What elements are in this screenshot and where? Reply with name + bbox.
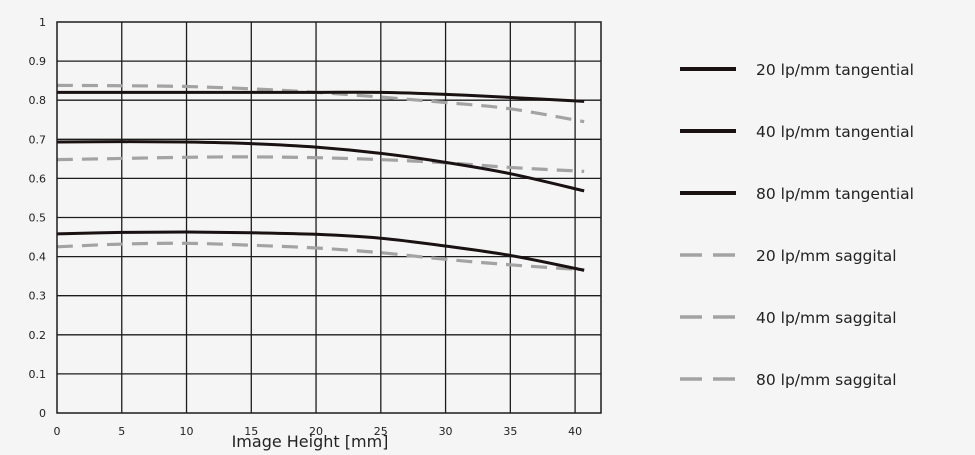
x-tick-label: 10: [180, 425, 194, 438]
x-tick-label: 30: [439, 425, 453, 438]
tick-labels: 00.10.20.30.40.50.60.70.80.910 5 10 15 20 25 3…: [29, 16, 583, 438]
series-line-2: [57, 142, 584, 191]
grid: [57, 22, 601, 413]
y-tick-label: 0.4: [29, 251, 47, 264]
x-tick-label: 0: [54, 425, 61, 438]
y-tick-label: 0.3: [29, 290, 47, 303]
legend-label: 80 lp/mm tangential: [756, 185, 914, 203]
legend: 20 lp/mm tangential 40 lp/mm tangential 80…: [680, 61, 914, 389]
legend-item-3: 80 lp/mm tangential: [680, 185, 914, 203]
series-line-4: [57, 85, 584, 121]
legend-item-5: 40 lp/mm saggital: [680, 309, 897, 327]
legend-item-2: 40 lp/mm tangential: [680, 123, 914, 141]
y-tick-label: 0.6: [29, 172, 47, 185]
y-tick-label: 0.9: [29, 55, 47, 68]
series-line-5: [57, 157, 584, 171]
y-tick-label: 0.1: [29, 368, 47, 381]
legend-label: 80 lp/mm saggital: [756, 371, 897, 389]
legend-item-4: 20 lp/mm saggital: [680, 247, 897, 265]
legend-label: 40 lp/mm tangential: [756, 123, 914, 141]
legend-label: 20 lp/mm saggital: [756, 247, 897, 265]
y-tick-label: 1: [39, 16, 46, 29]
legend-item-1: 20 lp/mm tangential: [680, 61, 914, 79]
y-tick-label: 0.2: [29, 329, 47, 342]
x-tick-label: 35: [503, 425, 517, 438]
y-tick-label: 0.8: [29, 94, 47, 107]
legend-item-6: 80 lp/mm saggital: [680, 371, 897, 389]
legend-label: 40 lp/mm saggital: [756, 309, 897, 327]
legend-label: 20 lp/mm tangential: [756, 61, 914, 79]
x-tick-label: 5: [118, 425, 125, 438]
x-axis-title: Image Height [mm]: [232, 432, 389, 451]
y-tick-label: 0: [39, 407, 46, 420]
x-tick-label: 40: [568, 425, 582, 438]
y-tick-label: 0.7: [29, 133, 47, 146]
series-line-3: [57, 232, 584, 270]
y-tick-label: 0.5: [29, 212, 47, 225]
